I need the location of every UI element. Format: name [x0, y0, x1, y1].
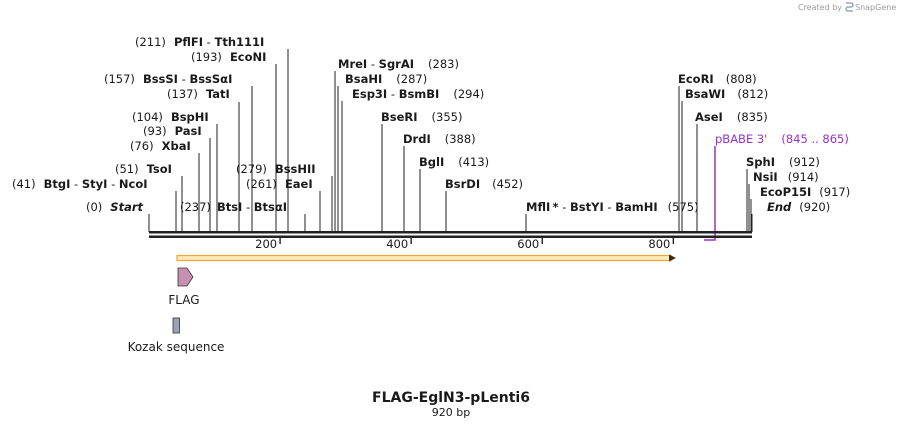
- label-primer: pBABE 3' (845 .. 865): [715, 132, 849, 146]
- label-row-157: (157) BssSI - BssSαI: [104, 72, 232, 86]
- label-row-start: (0) Start: [86, 200, 144, 214]
- label-row-287: BsaHI (287): [345, 72, 427, 86]
- label-row-294: Esp3I - BsmBI (294): [352, 87, 484, 101]
- backbone-bottom-strand: [149, 235, 752, 238]
- label-row-914: NsiI (914): [753, 170, 819, 184]
- label-row-452: BsrDI (452): [445, 177, 523, 191]
- label-row-51: (51) TsoI: [115, 162, 172, 176]
- label-row-812: BsaWI (812): [685, 87, 768, 101]
- label-row-end: End (920): [767, 200, 830, 214]
- label-row-355: BseRI (355): [381, 110, 462, 124]
- label-row-912: SphI (912): [746, 155, 820, 169]
- label-row-237: (237) BtsI - BtsαI: [180, 200, 287, 214]
- credit-text: Created by: [798, 3, 842, 12]
- orf-arrow: [176, 254, 676, 262]
- map-title: FLAG-EglN3-pLenti6: [372, 390, 530, 406]
- label-row-808: EcoRI (808): [678, 72, 757, 86]
- cut-site-lines: [148, 49, 753, 232]
- flag-feature-label: FLAG: [168, 293, 199, 307]
- ruler-label-200: 200: [255, 237, 277, 251]
- label-row-413: BglI (413): [419, 155, 489, 169]
- kozak-feature-box: [172, 317, 180, 334]
- credit-brand: SnapGene: [855, 3, 896, 12]
- label-row-388: DrdI (388): [403, 132, 476, 146]
- cut-site-labels: (0) Start (237) BtsI - BtsαI MflI * - BstY…: [12, 35, 850, 214]
- label-row-261: (261) EaeI: [246, 177, 313, 191]
- label-row-917: EcoP15I (917): [760, 185, 850, 199]
- label-row-211: (211) PflFI - Tth111I: [135, 35, 264, 49]
- ruler: 200 400 600 800: [255, 237, 675, 251]
- backbone-top-strand: [149, 231, 752, 234]
- label-row-76: (76) XbaI: [130, 139, 191, 153]
- label-row-575: MflI * - BstYI - BamHI (575): [526, 200, 699, 214]
- label-row-104: (104) BspHI: [132, 110, 209, 124]
- map-length: 920 bp: [432, 406, 470, 419]
- ruler-label-800: 800: [648, 237, 670, 251]
- snapgene-logo-icon: [845, 2, 854, 12]
- label-row-41: (41) BtgI - StyI - NcoI: [12, 177, 148, 191]
- label-row-193: (193) EcoNI: [191, 50, 266, 64]
- flag-feature-arrow: [177, 267, 194, 287]
- label-row-835: AseI (835): [695, 110, 768, 124]
- primer-marker: [704, 146, 716, 241]
- ruler-label-400: 400: [386, 237, 408, 251]
- ruler-label-600: 600: [517, 237, 539, 251]
- kozak-feature-label: Kozak sequence: [128, 340, 225, 354]
- label-row-137: (137) TatI: [167, 87, 230, 101]
- label-row-93: (93) PasI: [143, 124, 202, 138]
- label-row-279: (279) BssHII: [236, 162, 316, 176]
- label-row-283: MreI - SgrAI (283): [338, 57, 459, 71]
